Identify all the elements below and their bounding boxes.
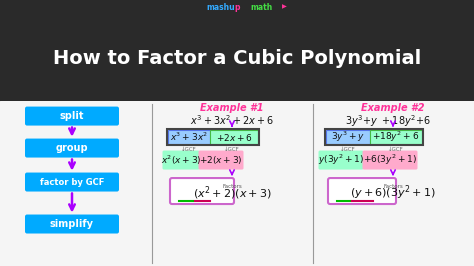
Text: $x^3+3x^2$: $x^3+3x^2$ [170, 131, 208, 143]
Text: p: p [235, 3, 240, 12]
Text: $x^2(x+3)$: $x^2(x+3)$ [161, 153, 201, 167]
Text: $y(3y^2+1)$: $y(3y^2+1)$ [318, 153, 364, 167]
FancyBboxPatch shape [168, 130, 210, 144]
Text: $3y^3+y$: $3y^3+y$ [331, 130, 365, 144]
Text: $+6(3y^2+1)$: $+6(3y^2+1)$ [363, 153, 417, 167]
Text: split: split [60, 111, 84, 121]
Text: Example #2: Example #2 [361, 103, 425, 113]
Text: $(y+6)(3y^2+1)$: $(y+6)(3y^2+1)$ [350, 184, 436, 202]
Text: ↓GCF: ↓GCF [388, 147, 404, 152]
Text: ▶: ▶ [282, 4, 287, 9]
Text: $+2x+6$: $+2x+6$ [216, 132, 252, 143]
Text: $(x^2+2)(x+3)$: $(x^2+2)(x+3)$ [192, 184, 272, 202]
FancyBboxPatch shape [25, 214, 119, 234]
Text: factor by GCF: factor by GCF [40, 177, 104, 186]
Text: ↓GCF: ↓GCF [181, 147, 197, 152]
Text: simplify: simplify [50, 219, 94, 229]
Text: group: group [55, 143, 88, 153]
FancyBboxPatch shape [170, 178, 234, 204]
Text: $3y^3\!+\!y\ +18y^2\!+\!6$: $3y^3\!+\!y\ +18y^2\!+\!6$ [345, 113, 431, 129]
FancyBboxPatch shape [25, 107, 119, 126]
Text: mashu: mashu [206, 3, 235, 12]
Text: Factors: Factors [222, 184, 242, 189]
FancyBboxPatch shape [25, 173, 119, 192]
Text: $x^3+3x^2+2x+6$: $x^3+3x^2+2x+6$ [190, 113, 274, 127]
Text: ↓GCF: ↓GCF [340, 147, 356, 152]
FancyBboxPatch shape [363, 151, 418, 169]
FancyBboxPatch shape [210, 130, 258, 144]
FancyBboxPatch shape [199, 151, 244, 169]
Text: $+18y^2+6$: $+18y^2+6$ [373, 130, 419, 144]
FancyBboxPatch shape [319, 151, 364, 169]
Text: math: math [250, 3, 273, 12]
FancyBboxPatch shape [25, 139, 119, 157]
Text: Factors: Factors [383, 184, 403, 189]
FancyBboxPatch shape [328, 178, 396, 204]
Text: How to Factor a Cubic Polynomial: How to Factor a Cubic Polynomial [53, 49, 421, 68]
Text: $+2(x+3)$: $+2(x+3)$ [199, 154, 243, 166]
Text: Example #1: Example #1 [200, 103, 264, 113]
FancyBboxPatch shape [326, 130, 370, 144]
FancyBboxPatch shape [163, 151, 200, 169]
FancyBboxPatch shape [370, 130, 422, 144]
Text: ↓GCF: ↓GCF [224, 147, 240, 152]
